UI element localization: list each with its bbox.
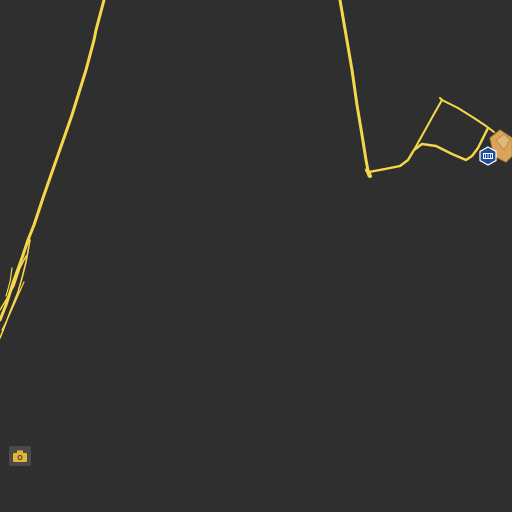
road-center-vertical <box>338 0 371 178</box>
road-loop-north <box>413 99 495 151</box>
road-left-spur <box>5 267 13 297</box>
camera-icon <box>9 446 31 466</box>
building-facility-roof <box>495 133 511 151</box>
poi-camera[interactable] <box>9 446 31 466</box>
shield-icon <box>479 146 497 166</box>
road-left-branch-2 <box>0 255 27 311</box>
poi-shield[interactable] <box>478 146 498 166</box>
road-left-branch-3 <box>1 281 25 331</box>
road-left-diagonal <box>0 0 106 322</box>
road-loop-stub <box>439 97 443 101</box>
road-connector-east <box>367 126 490 174</box>
road-left-branch-1 <box>0 239 31 339</box>
